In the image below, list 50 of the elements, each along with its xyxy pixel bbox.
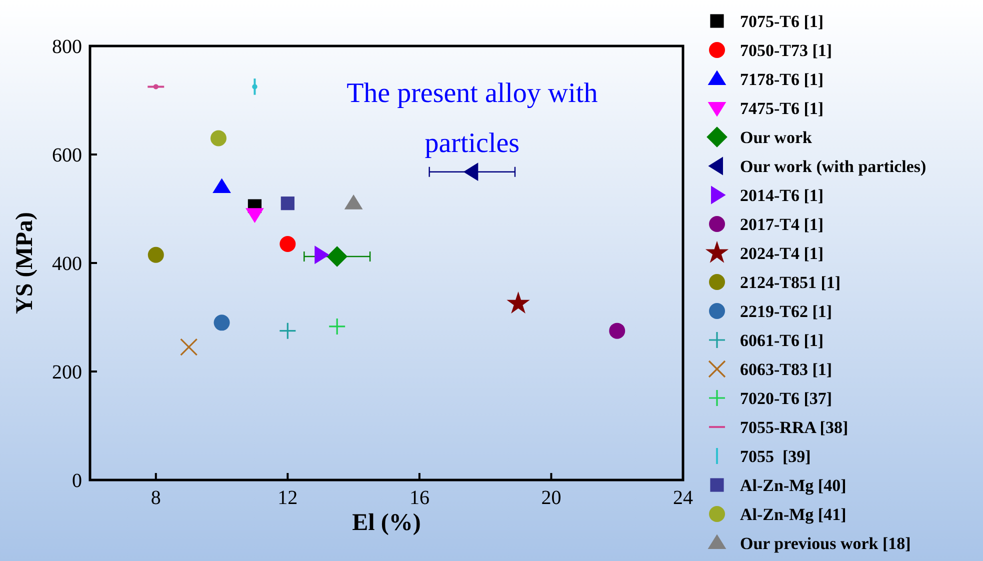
legend-label: 2014-T6 [1] (740, 186, 824, 205)
legend-label: 7178-T6 [1] (740, 70, 824, 89)
y-tick-label: 0 (72, 470, 82, 492)
point (463, 162, 478, 182)
legend-label: 7020-T6 [37] (740, 389, 832, 408)
point (609, 322, 626, 339)
legend-label: 2124-T851 [1] (740, 273, 841, 292)
point (148, 246, 164, 263)
point (280, 236, 296, 252)
legend-label: Al-Zn-Mg [41] (740, 505, 846, 524)
y-tick-label: 800 (52, 36, 82, 58)
legend-label: 7075-T6 [1] (740, 12, 824, 31)
legend-label: Al-Zn-Mg [40] (740, 476, 846, 495)
point (212, 178, 231, 194)
legend-label: 7050-T73 [1] (740, 41, 832, 60)
point (180, 338, 198, 356)
point (252, 84, 258, 90)
x-tick-label: 12 (278, 487, 298, 509)
legend-label: 2024-T4 [1] (740, 244, 824, 263)
annotation: The present alloy with particles (346, 78, 598, 159)
legend-label: 7055-RRA [38] (740, 418, 848, 437)
point (328, 318, 346, 336)
legend-label: 7475-T6 [1] (740, 99, 824, 118)
legend-label: 6061-T6 [1] (740, 331, 824, 350)
point (278, 322, 296, 340)
y-tick-label: 200 (52, 362, 82, 384)
point (214, 314, 230, 331)
legend-label: Our previous work [18] (740, 534, 911, 553)
y-axis-title: YS (MPa) (12, 212, 38, 314)
point (506, 292, 530, 314)
y-tick-label: 600 (52, 144, 82, 166)
x-tick-label: 20 (541, 487, 562, 509)
legend-label: 2219-T62 [1] (740, 302, 832, 321)
x-tick-label: 24 (673, 487, 693, 509)
legend-label: 6063-T83 [1] (740, 360, 832, 379)
x-axis-title: El (%) (352, 510, 421, 536)
point (153, 84, 158, 90)
legend-label: Our work (with particles) (740, 157, 926, 176)
legend-label: 7055 [39] (740, 447, 811, 466)
point (246, 208, 264, 223)
legend-label: Our work (740, 128, 812, 147)
point (210, 130, 226, 146)
x-tick-label: 8 (150, 487, 161, 509)
point (314, 246, 330, 264)
x-tick-label: 16 (409, 487, 430, 509)
legend-label: 2017-T4 [1] (740, 215, 824, 234)
point (344, 194, 363, 210)
point (280, 196, 294, 210)
y-tick-label: 400 (52, 253, 82, 275)
point (326, 246, 348, 267)
